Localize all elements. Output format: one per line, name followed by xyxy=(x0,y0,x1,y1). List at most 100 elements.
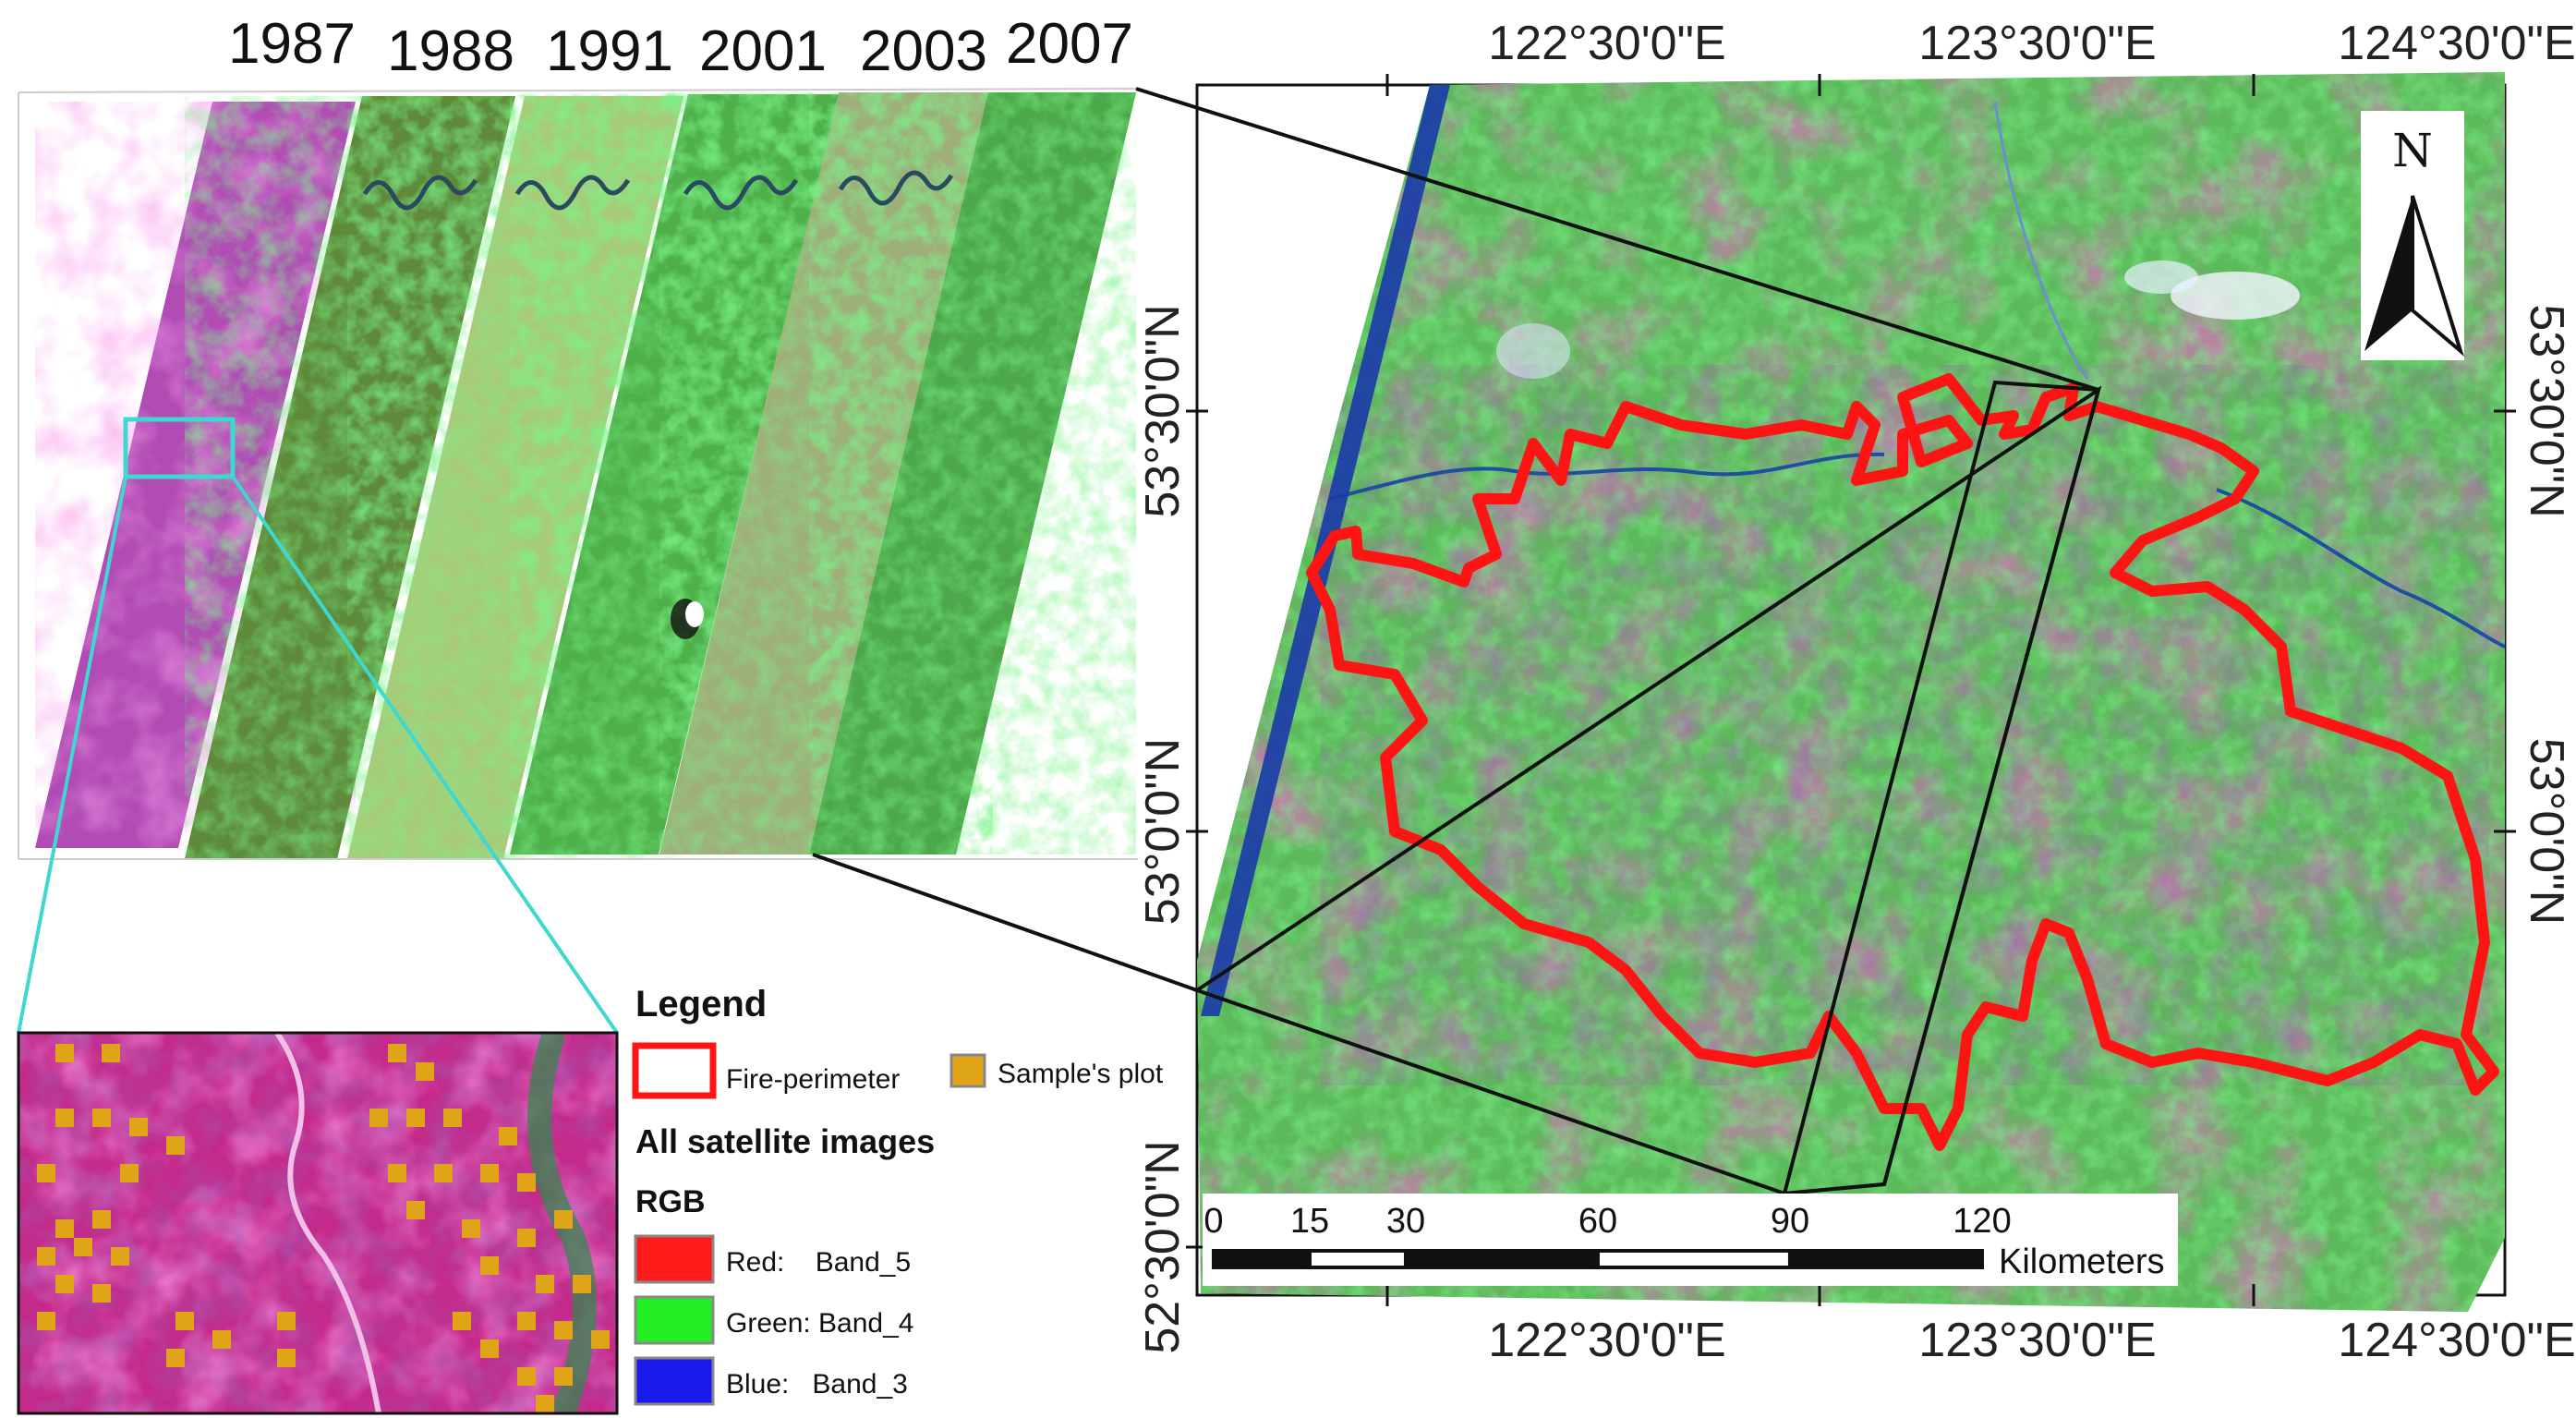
sample-plot-marker xyxy=(554,1210,573,1229)
rgb-heading: RGB xyxy=(635,1184,706,1219)
sample-plot-marker xyxy=(573,1275,591,1293)
connector-line xyxy=(1135,87,2099,392)
sample-plot-marker xyxy=(92,1210,111,1229)
sample-plot-marker xyxy=(369,1109,388,1127)
sample-plot-marker xyxy=(406,1109,425,1127)
sample-plot-swatch xyxy=(949,1053,986,1088)
sample-plot-marker xyxy=(55,1219,74,1238)
latitude-label-left: 53°0'0"N xyxy=(1136,738,1190,925)
inset-locator xyxy=(17,417,619,1035)
latitude-label-left: 52°30'0"N xyxy=(1136,1140,1190,1353)
scale-tick-label: 30 xyxy=(1386,1202,1425,1241)
scale-unit: Kilometers xyxy=(1999,1242,2165,1281)
sample-plot-marker xyxy=(129,1118,148,1136)
sample-plot-marker xyxy=(443,1109,462,1127)
scale-bar: 0 15 30 60 90 120 Kilometers xyxy=(1203,1194,2178,1286)
band-swatch-red xyxy=(634,1234,715,1284)
band-label: Blue: Band_3 xyxy=(726,1369,908,1400)
satellite-image-strips xyxy=(18,88,1139,860)
fire-perimeter-label: Fire-perimeter xyxy=(726,1064,900,1095)
scale-segments xyxy=(1212,1249,1984,1269)
year-label: 1991 xyxy=(546,19,673,83)
sample-plot-marker xyxy=(212,1330,231,1349)
sample-plot-marker xyxy=(480,1339,499,1358)
sample-plot-marker xyxy=(388,1044,406,1062)
year-label: 2003 xyxy=(860,19,987,83)
sample-plot-marker xyxy=(517,1312,536,1330)
inset-map xyxy=(17,1031,619,1415)
band-swatch-green xyxy=(634,1295,715,1345)
latitude-label-right: 53°0'0"N xyxy=(2520,738,2573,925)
sample-plot-label: Sample's plot xyxy=(998,1059,1164,1089)
scale-tick-label: 90 xyxy=(1771,1202,1809,1241)
sample-plot-marker xyxy=(591,1330,610,1349)
sample-plot-marker xyxy=(462,1219,480,1238)
legend-title: Legend xyxy=(635,984,767,1024)
coordinate-labels: 122°30'0"E 123°30'0"E 124°30'0"E 122°30'… xyxy=(1136,17,2576,1367)
scale-tick-label: 0 xyxy=(1203,1202,1223,1241)
scale-segment xyxy=(1787,1249,1984,1269)
north-arrow-icon: N xyxy=(2361,111,2464,360)
sample-plot-marker xyxy=(92,1284,111,1303)
sample-plots xyxy=(37,1044,610,1413)
sample-plot-marker xyxy=(37,1247,55,1266)
sample-plot-marker xyxy=(277,1312,296,1330)
longitude-label-top: 122°30'0"E xyxy=(1488,17,1725,70)
scale-segment xyxy=(1595,1249,1792,1269)
sample-plot-marker xyxy=(102,1044,120,1062)
band-label: Red: Band_5 xyxy=(726,1247,911,1278)
inset-locator-box xyxy=(123,417,236,479)
longitude-label-top: 124°30'0"E xyxy=(2338,17,2575,70)
sample-plot-marker xyxy=(434,1164,453,1182)
scale-segment xyxy=(1307,1249,1408,1269)
sample-plot-marker xyxy=(536,1275,554,1293)
longitude-label-top: 123°30'0"E xyxy=(1918,17,2156,70)
sample-plot-marker xyxy=(55,1109,74,1127)
sample-plot-marker xyxy=(111,1247,129,1266)
year-label: 2007 xyxy=(1006,12,1133,76)
year-label: 1988 xyxy=(387,19,514,83)
sample-plot-marker xyxy=(517,1229,536,1247)
sample-plot-marker xyxy=(406,1201,425,1219)
scale-tick-label: 60 xyxy=(1578,1202,1617,1241)
sample-plot-marker xyxy=(175,1312,194,1330)
sample-plot-marker xyxy=(554,1367,573,1386)
fire-perimeter-swatch xyxy=(632,1042,717,1099)
sample-plot-marker xyxy=(120,1164,139,1182)
scale-tick-label: 15 xyxy=(1290,1202,1329,1241)
connector-line xyxy=(812,853,1198,992)
band-label: Green: Band_4 xyxy=(726,1308,913,1339)
scale-segment xyxy=(1212,1249,1312,1269)
sample-plot-marker xyxy=(388,1164,406,1182)
sample-plot-marker xyxy=(536,1395,554,1413)
strip-footprint-inner xyxy=(1782,380,2101,1196)
north-label: N xyxy=(2392,124,2433,177)
longitude-label-bottom: 123°30'0"E xyxy=(1918,1314,2156,1367)
sample-plot-marker xyxy=(37,1312,55,1330)
sample-plot-marker xyxy=(37,1164,55,1182)
sample-plot-marker xyxy=(554,1321,573,1339)
sample-plot-marker xyxy=(416,1062,434,1081)
sample-plot-marker xyxy=(74,1238,92,1256)
sample-plot-marker xyxy=(55,1044,74,1062)
year-labels: 1987 1988 1991 2001 2003 2007 xyxy=(228,12,1133,83)
year-label: 2001 xyxy=(699,19,827,83)
images-heading: All satellite images xyxy=(635,1122,935,1160)
band-swatch-blue xyxy=(634,1356,715,1406)
fire-perimeter xyxy=(1306,373,2499,1151)
sample-plot-marker xyxy=(499,1127,517,1145)
year-label: 1987 xyxy=(228,12,356,76)
legend: Legend Fire-perimeter Sample's plot All … xyxy=(632,984,1164,1406)
sample-plot-marker xyxy=(480,1256,499,1275)
scale-segment xyxy=(1403,1249,1600,1269)
longitude-label-bottom: 122°30'0"E xyxy=(1488,1314,1725,1367)
latitude-label-right: 53°30'0"N xyxy=(2520,304,2573,517)
sample-plot-marker xyxy=(166,1136,185,1155)
sample-plot-marker xyxy=(517,1173,536,1192)
sample-plot-marker xyxy=(480,1164,499,1182)
sample-plot-marker xyxy=(166,1349,185,1367)
latitude-label-left: 53°30'0"N xyxy=(1136,304,1190,517)
sample-plot-marker xyxy=(517,1367,536,1386)
sample-plot-marker xyxy=(55,1275,74,1293)
